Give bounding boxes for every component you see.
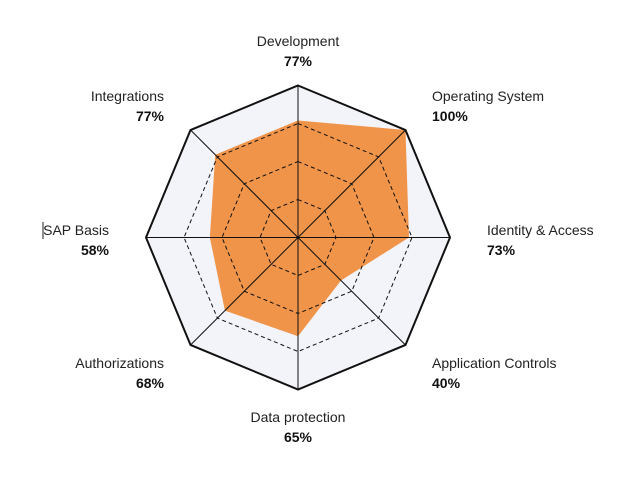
value-label: 40% bbox=[432, 375, 461, 391]
grid-ring bbox=[183, 122, 413, 353]
value-label: 100% bbox=[432, 108, 468, 124]
axis-label: Authorizations bbox=[75, 355, 164, 371]
value-label: 77% bbox=[284, 53, 313, 69]
axis-label: Application Controls bbox=[432, 355, 557, 371]
axis-spoke bbox=[297, 129, 406, 238]
value-label: 68% bbox=[136, 375, 165, 391]
axis-label: Identity & Access bbox=[487, 222, 594, 238]
axis-label: Integrations bbox=[91, 88, 164, 104]
value-label: 65% bbox=[284, 429, 313, 445]
value-label: 58% bbox=[81, 242, 110, 258]
axis-label: Development bbox=[257, 33, 340, 49]
axis-label: Data protection bbox=[251, 409, 346, 425]
axis-spoke bbox=[190, 237, 299, 346]
data-area bbox=[209, 120, 409, 337]
axis-spoke bbox=[297, 237, 406, 346]
value-label: 77% bbox=[136, 108, 165, 124]
axis-label: SAP Basis bbox=[43, 222, 109, 238]
grid-ring bbox=[259, 198, 337, 277]
axis-label: Operating System bbox=[432, 88, 544, 104]
value-label: 73% bbox=[487, 242, 516, 258]
axis-spoke bbox=[190, 129, 299, 238]
